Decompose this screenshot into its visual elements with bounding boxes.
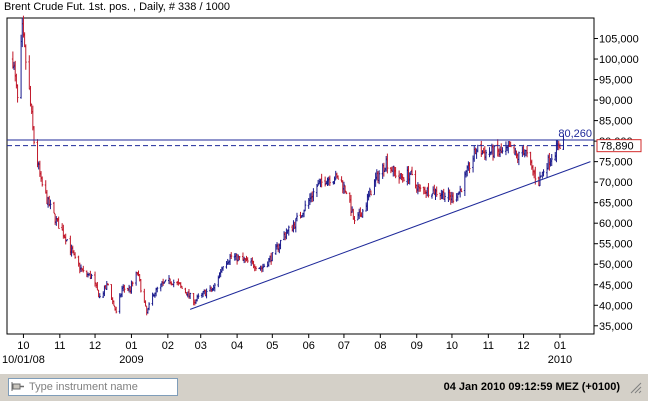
plot-area — [6, 17, 595, 335]
x-tick-label: 10 — [446, 340, 458, 352]
y-tick-label: 90,000 — [599, 95, 633, 107]
x-tick-label: 12 — [517, 340, 529, 352]
y-tick-label: 105,000 — [599, 34, 639, 46]
trendline[interactable] — [189, 161, 591, 310]
y-tick-label: 75,000 — [599, 157, 633, 169]
status-datetime: 04 Jan 2010 09:12:59 MEZ (+0100) — [443, 381, 620, 393]
current-price-box — [596, 139, 642, 153]
x-tick-label: 02 — [162, 340, 174, 352]
x-tick-label: 01 — [125, 340, 137, 352]
current-price-label: 78,890 — [600, 141, 634, 153]
x-tick-label: 06 — [303, 340, 315, 352]
x-tick-label: 07 — [338, 340, 350, 352]
x-year-label: 2010 — [548, 354, 572, 366]
candle-series — [11, 15, 565, 316]
price-chart[interactable]: 35,000 40,000 45,000 50,000 55,000 60,000 65,0… — [0, 0, 648, 374]
y-tick-label: 70,000 — [599, 177, 633, 189]
y-tick-label: 40,000 — [599, 300, 633, 312]
y-tick-label: 100,000 — [599, 54, 639, 66]
y-tick-label: 45,000 — [599, 280, 633, 292]
y-tick-label: 95,000 — [599, 75, 633, 87]
y-tick-label: 55,000 — [599, 239, 633, 251]
x-tick-label: 09 — [411, 340, 423, 352]
x-tick-label: 08 — [374, 340, 386, 352]
y-tick-label: 60,000 — [599, 218, 633, 230]
x-tick-label: 03 — [195, 340, 207, 352]
x-year-label: 10/01/08 — [2, 354, 45, 366]
x-tick-label: 11 — [54, 340, 65, 352]
search-input[interactable] — [29, 379, 175, 395]
y-tick-label: 50,000 — [599, 259, 633, 271]
y-tick-label: 35,000 — [599, 321, 633, 333]
chart-title: Brent Crude Fut. 1st. pos. , Daily, # 33… — [4, 1, 231, 13]
x-tick-label: 04 — [231, 340, 243, 352]
x-tick-label: 11 — [483, 340, 494, 352]
x-tick-label: 10 — [17, 340, 29, 352]
x-tick-label: 05 — [266, 340, 278, 352]
grip-icon[interactable] — [628, 380, 642, 394]
y-axis: 35,000 40,000 45,000 50,000 55,000 60,000 65,0… — [594, 34, 639, 333]
pin-icon[interactable] — [11, 381, 25, 393]
status-bar: 04 Jan 2010 09:12:59 MEZ (+0100) — [0, 374, 648, 401]
x-axis: 10 11 12 01 02 03 04 05 06 07 08 09 10 11 12 01 10/01/08… — [2, 334, 572, 366]
x-year-label: 2009 — [119, 354, 143, 366]
y-tick-label: 85,000 — [599, 116, 633, 128]
chart-panel[interactable]: 35,000 40,000 45,000 50,000 55,000 60,000 65,0… — [0, 0, 648, 375]
y-tick-label: 65,000 — [599, 198, 633, 210]
x-tick-label: 12 — [89, 340, 101, 352]
resistance-label: 80,260 — [558, 128, 592, 140]
reference-lines: 80,260 78,890 — [7, 128, 642, 310]
instrument-search[interactable] — [8, 378, 178, 396]
x-tick-label: 01 — [554, 340, 566, 352]
